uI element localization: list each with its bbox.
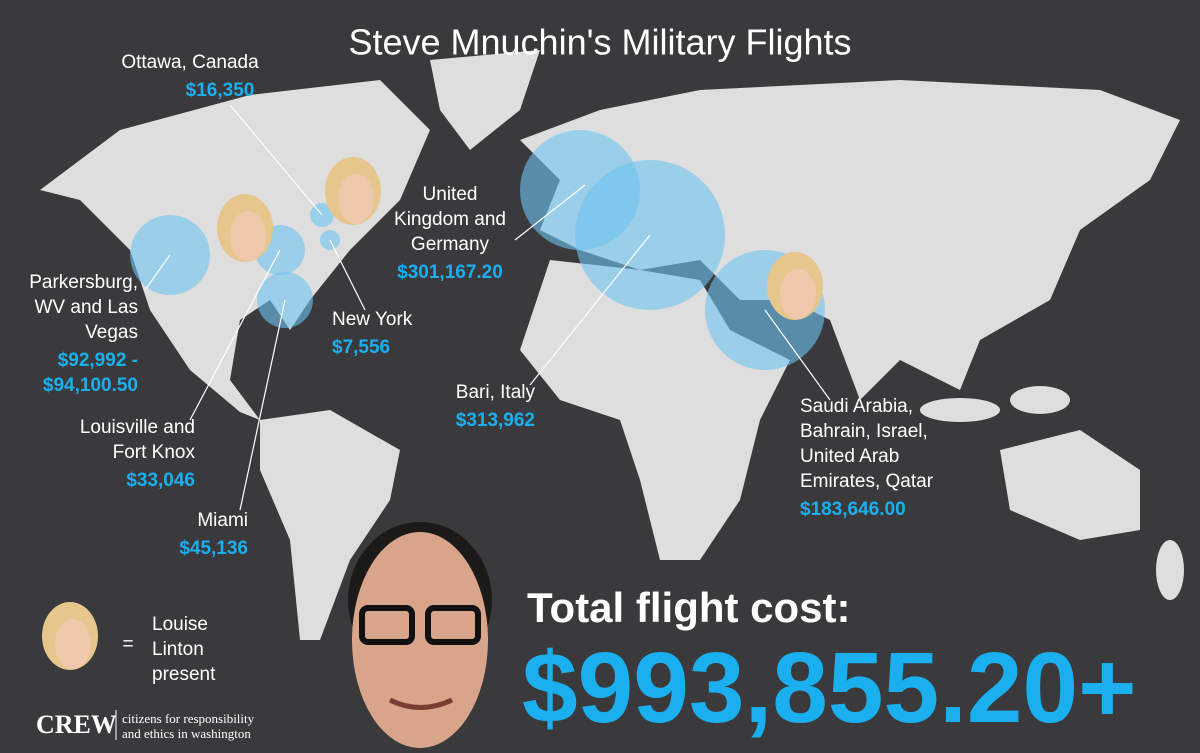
face bbox=[780, 269, 816, 319]
location-label: Saudi Arabia, bbox=[800, 396, 913, 417]
logo: CREW citizens for responsibility and eth… bbox=[36, 710, 255, 741]
location-cost: $33,046 bbox=[126, 470, 195, 491]
leader-lines bbox=[144, 104, 831, 511]
legend: = Louise Linton present bbox=[122, 614, 216, 685]
logo-text: citizens for responsibility bbox=[122, 711, 255, 726]
location-label: Kingdom and bbox=[394, 209, 506, 230]
legend-symbol: = bbox=[122, 634, 133, 655]
location-label: United bbox=[423, 184, 478, 205]
location-cost: $92,992 - bbox=[58, 350, 138, 371]
location-label: Germany bbox=[411, 234, 490, 255]
location-label: Louisville and bbox=[80, 417, 195, 438]
location-label: United Arab bbox=[800, 446, 899, 467]
location-label: WV and Las bbox=[35, 297, 139, 318]
location-label: Parkersburg, bbox=[29, 272, 138, 293]
title: Steve Mnuchin's Military Flights bbox=[348, 22, 851, 63]
total-label: Total flight cost: bbox=[527, 584, 851, 631]
location-label: Fort Knox bbox=[113, 442, 196, 463]
location-cost: $7,556 bbox=[332, 337, 390, 358]
face bbox=[55, 619, 91, 669]
location-cost: $94,100.50 bbox=[43, 375, 138, 396]
legend-text: Linton bbox=[152, 639, 204, 660]
location-label: Miami bbox=[197, 510, 248, 531]
face bbox=[338, 174, 374, 224]
total-value: $993,855.20+ bbox=[522, 632, 1137, 744]
location-label: Emirates, Qatar bbox=[800, 471, 934, 492]
logo-text: and ethics in washington bbox=[122, 726, 251, 741]
location-label: Vegas bbox=[85, 322, 138, 343]
location-labels: Ottawa, Canada $16,350 Parkersburg, WV and … bbox=[29, 52, 933, 559]
location-cost: $313,962 bbox=[456, 410, 535, 431]
location-label: New York bbox=[332, 309, 413, 330]
legend-text: present bbox=[152, 664, 216, 685]
location-label: Bahrain, Israel, bbox=[800, 421, 928, 442]
mnuchin-face bbox=[348, 522, 492, 748]
location-cost: $16,350 bbox=[186, 80, 255, 101]
location-cost: $183,646.00 bbox=[800, 499, 906, 520]
location-cost: $45,136 bbox=[179, 538, 248, 559]
location-cost: $301,167.20 bbox=[397, 262, 503, 283]
louise-faces bbox=[42, 157, 823, 670]
location-label: Bari, Italy bbox=[456, 382, 536, 403]
logo-name: CREW bbox=[36, 710, 117, 739]
location-label: Ottawa, Canada bbox=[121, 52, 259, 73]
legend-text: Louise bbox=[152, 614, 208, 635]
face bbox=[230, 211, 266, 261]
